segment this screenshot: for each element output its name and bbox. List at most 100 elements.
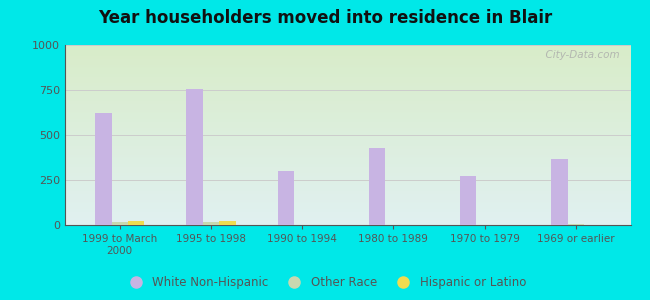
Bar [65,196,630,198]
Bar [65,54,630,56]
Bar [65,63,630,65]
Bar [65,182,630,184]
Bar [65,214,630,216]
Bar [65,146,630,148]
Bar [65,90,630,92]
Bar [65,155,630,157]
Bar [65,68,630,70]
Text: City-Data.com: City-Data.com [539,50,619,60]
Bar [65,76,630,77]
Bar [65,92,630,94]
Bar [65,160,630,162]
Bar [65,221,630,223]
Bar [65,178,630,180]
Bar [65,52,630,54]
Bar [65,167,630,169]
Bar [65,94,630,95]
Bar [65,151,630,153]
Bar [65,61,630,63]
Bar [65,112,630,113]
Bar [65,131,630,133]
Bar [567,224,584,225]
Text: Year householders moved into residence in Blair: Year householders moved into residence i… [98,9,552,27]
Bar [65,140,630,142]
Bar [65,56,630,58]
Bar [65,115,630,117]
Bar [187,89,203,225]
Bar [65,135,630,137]
Bar [278,171,294,225]
Bar [65,126,630,128]
Bar [65,88,630,90]
Bar [65,149,630,151]
Bar [65,67,630,68]
Bar [460,176,476,225]
Bar [95,112,112,225]
Legend: White Non-Hispanic, Other Race, Hispanic or Latino: White Non-Hispanic, Other Race, Hispanic… [119,272,531,294]
Bar [65,142,630,144]
Bar [65,86,630,88]
Bar [551,159,567,225]
Bar [65,130,630,131]
Bar [65,108,630,110]
Bar [65,104,630,106]
Bar [65,95,630,97]
Bar [112,222,128,225]
Bar [65,101,630,103]
Bar [65,166,630,167]
Bar [65,184,630,185]
Bar [65,119,630,121]
Bar [65,205,630,207]
Bar [65,128,630,130]
Bar [65,110,630,112]
Bar [65,85,630,86]
Bar [65,209,630,211]
Bar [65,50,630,52]
Bar [65,202,630,203]
Bar [65,45,630,47]
Bar [65,59,630,61]
Bar [65,49,630,50]
Bar [65,81,630,83]
Bar [65,97,630,99]
Bar [65,171,630,173]
Bar [65,189,630,191]
Bar [203,222,219,225]
Bar [65,169,630,171]
Bar [65,200,630,202]
Bar [219,220,235,225]
Bar [65,137,630,139]
Bar [65,218,630,220]
Bar [65,58,630,59]
Bar [65,187,630,189]
Bar [65,77,630,79]
Bar [65,175,630,176]
Bar [65,153,630,155]
Bar [65,198,630,200]
Bar [65,99,630,101]
Bar [65,207,630,209]
Bar [65,139,630,140]
Bar [65,173,630,175]
Bar [65,74,630,76]
Bar [65,124,630,126]
Bar [65,223,630,225]
Bar [128,221,144,225]
Bar [65,79,630,81]
Bar [65,133,630,135]
Bar [65,103,630,104]
Bar [65,216,630,218]
Bar [65,194,630,196]
Bar [65,191,630,193]
Bar [65,72,630,74]
Bar [65,148,630,149]
Bar [65,144,630,146]
Bar [65,185,630,187]
Bar [65,162,630,164]
Bar [65,121,630,122]
Bar [65,164,630,166]
Bar [65,70,630,72]
Bar [65,203,630,205]
Bar [65,176,630,178]
Bar [369,148,385,225]
